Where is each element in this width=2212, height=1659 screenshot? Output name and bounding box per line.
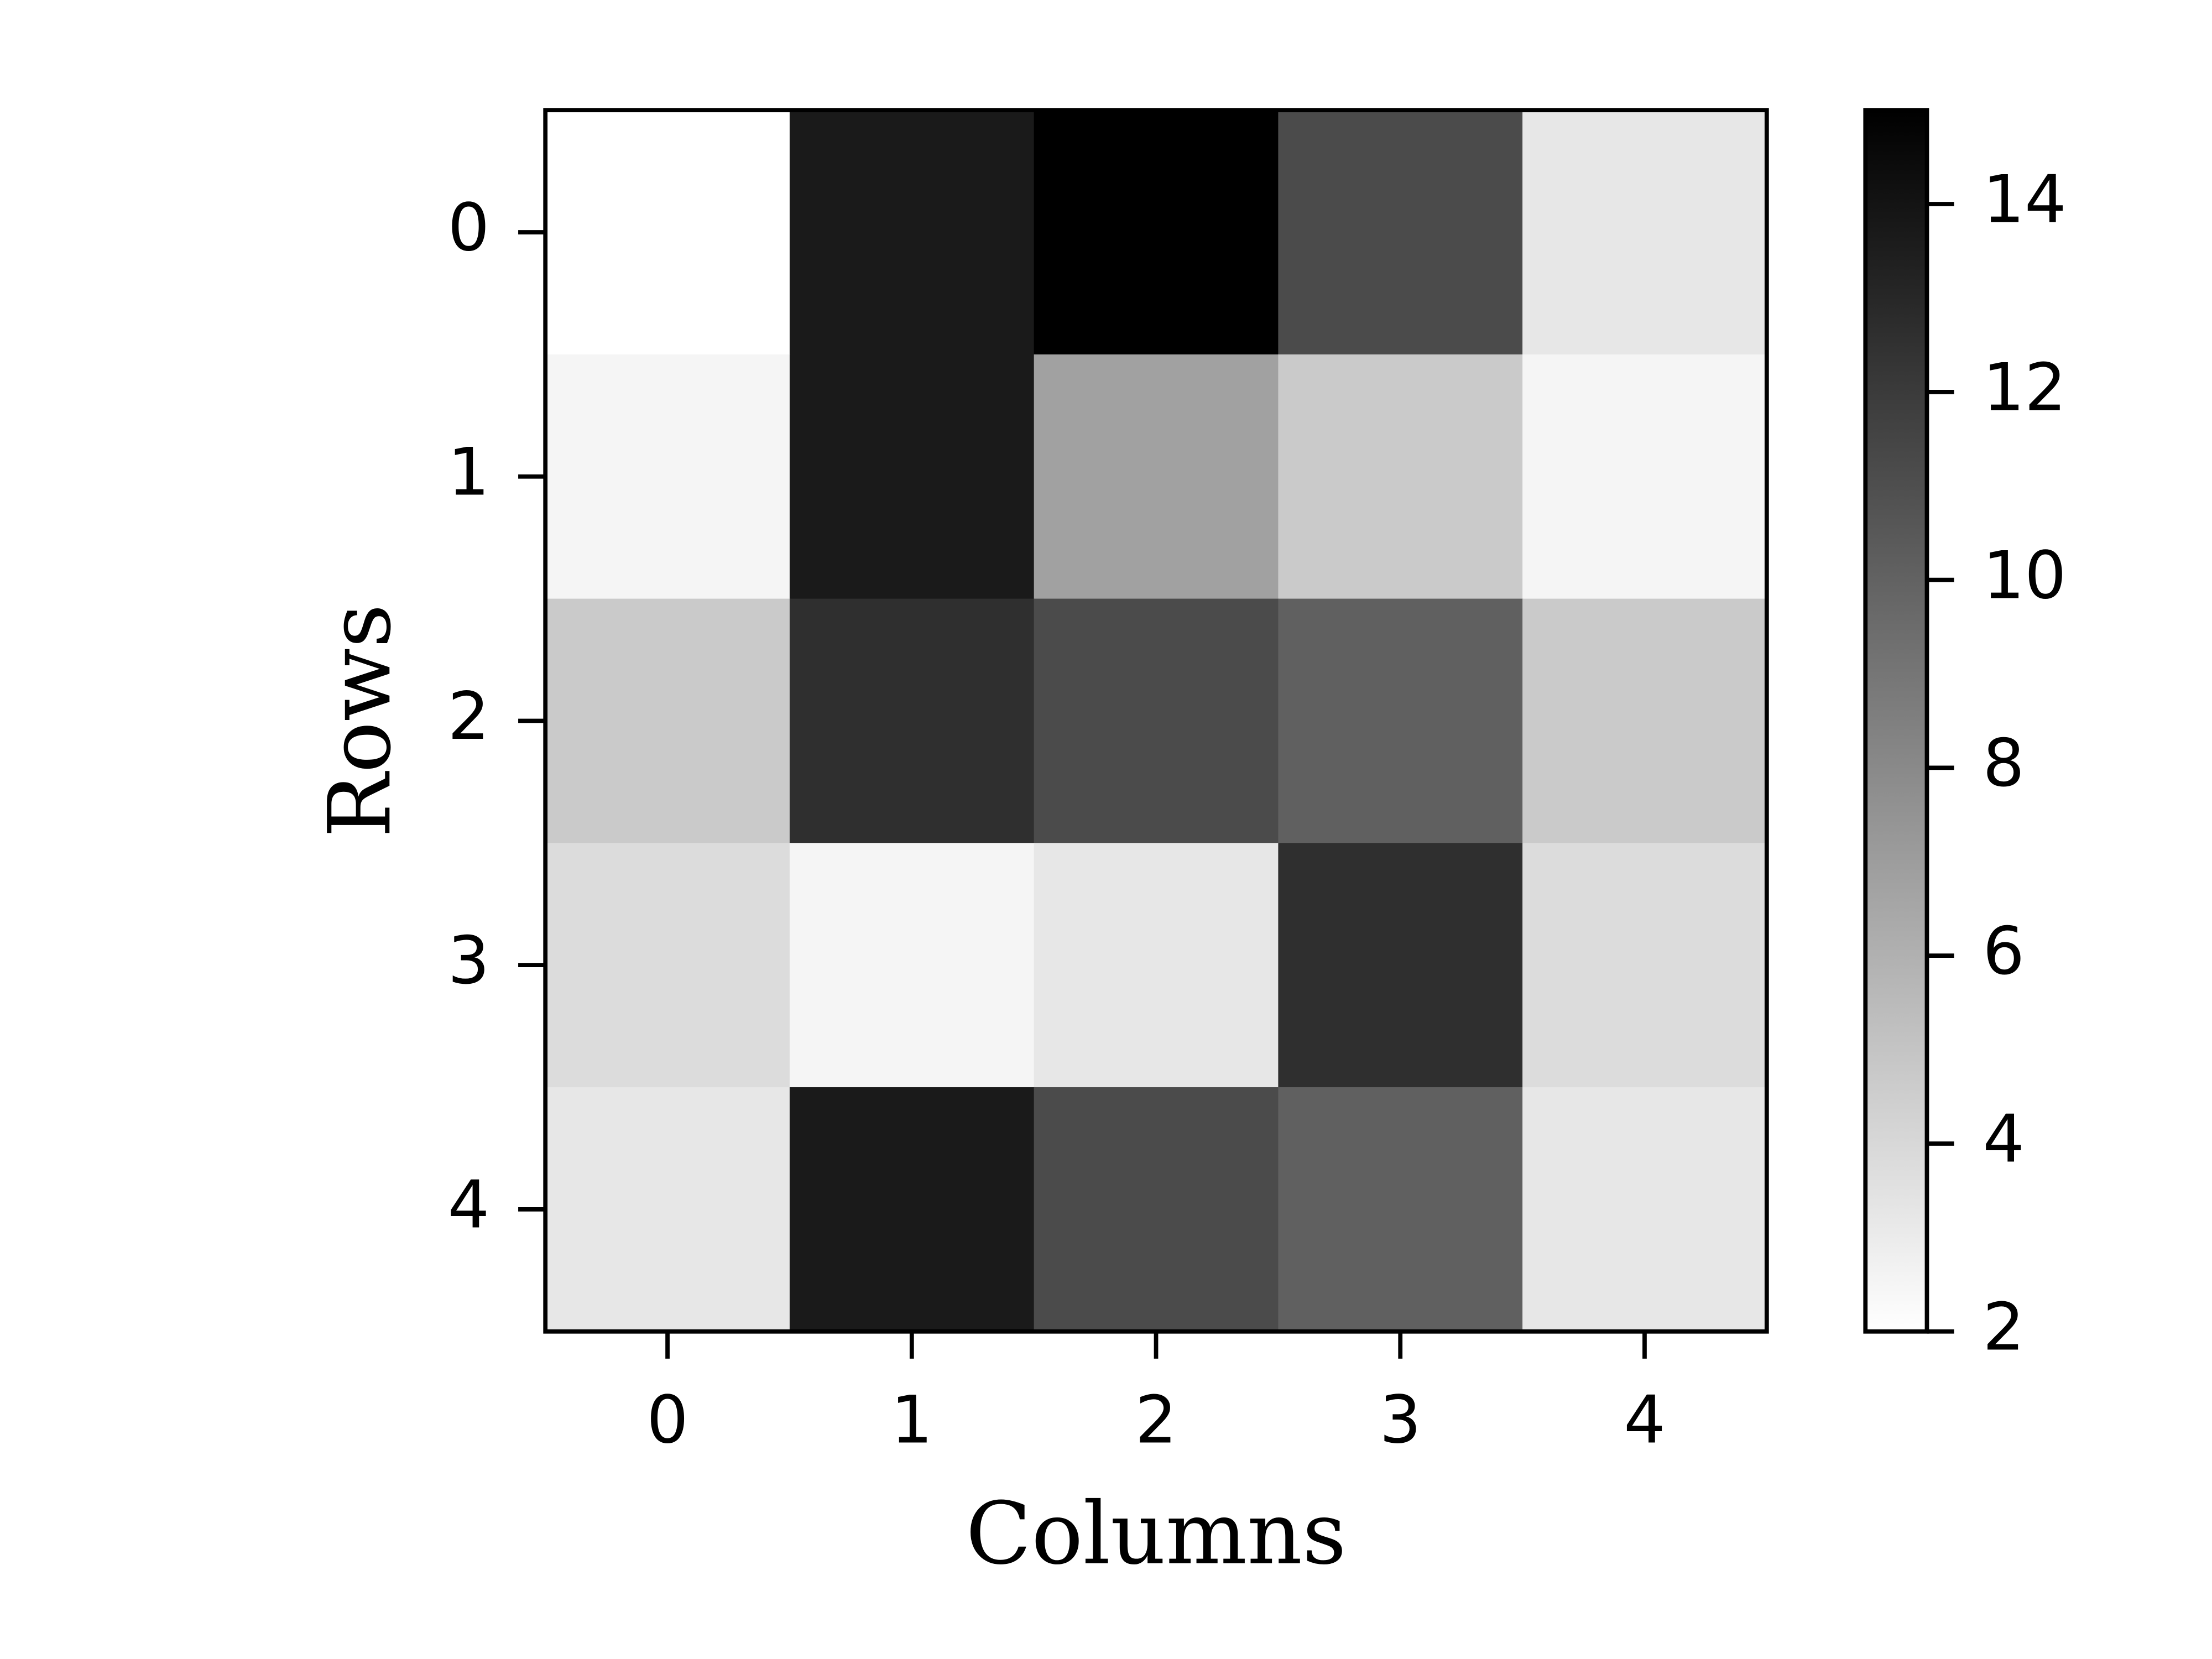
heatmap-cell [1034, 110, 1279, 356]
x-axis-label: Columns [966, 1484, 1346, 1584]
heatmap-cell [789, 354, 1035, 599]
heatmap-cell [1522, 598, 1768, 844]
colorbar-tick-label: 12 [1983, 350, 2066, 426]
heatmap-cell [1522, 843, 1768, 1088]
heatmap-cell [545, 110, 791, 356]
heatmap-cell [1278, 1087, 1524, 1333]
heatmap-cell [789, 110, 1035, 356]
heatmap-cell [789, 598, 1035, 844]
colorbar-tick-label: 2 [1983, 1289, 2025, 1365]
heatmap-cell [1034, 354, 1279, 599]
heatmap-cell [1278, 354, 1524, 599]
y-axis-label: Rows [310, 604, 410, 838]
heatmap-cell [1278, 110, 1524, 356]
x-tick-label: 2 [1135, 1383, 1177, 1459]
colorbar-tick-label: 4 [1983, 1102, 2025, 1178]
heatmap-cell [1522, 1087, 1768, 1333]
heatmap-cell [1034, 1087, 1279, 1333]
x-tick-label: 1 [891, 1383, 933, 1459]
colorbar-tick-label: 10 [1983, 538, 2066, 614]
heatmap-cell [1278, 598, 1524, 844]
colorbar-tick-label: 14 [1983, 162, 2066, 238]
heatmap-cell [1034, 598, 1279, 844]
colorbar [1863, 108, 1929, 1334]
heatmap-cell [1522, 354, 1768, 599]
heatmap-cell [545, 843, 791, 1088]
heatmap-cell [545, 1087, 791, 1333]
x-tick-label: 4 [1624, 1383, 1666, 1459]
heatmap-cell [1522, 110, 1768, 356]
heatmap-cell [789, 843, 1035, 1088]
x-tick-label: 0 [646, 1383, 688, 1459]
y-tick-label: 2 [448, 679, 490, 755]
heatmap-cell [1278, 843, 1524, 1088]
heatmap-cell [545, 354, 791, 599]
colorbar-tick-label: 8 [1983, 726, 2025, 802]
heatmap-cell [545, 598, 791, 844]
y-tick-label: 4 [448, 1167, 490, 1244]
x-tick-label: 3 [1379, 1383, 1421, 1459]
y-tick-label: 0 [448, 190, 490, 267]
colorbar-tick-label: 6 [1983, 914, 2025, 990]
y-tick-label: 3 [448, 923, 490, 999]
y-tick-label: 1 [448, 434, 490, 510]
heatmap-cell [789, 1087, 1035, 1333]
heatmap-cell [1034, 843, 1279, 1088]
